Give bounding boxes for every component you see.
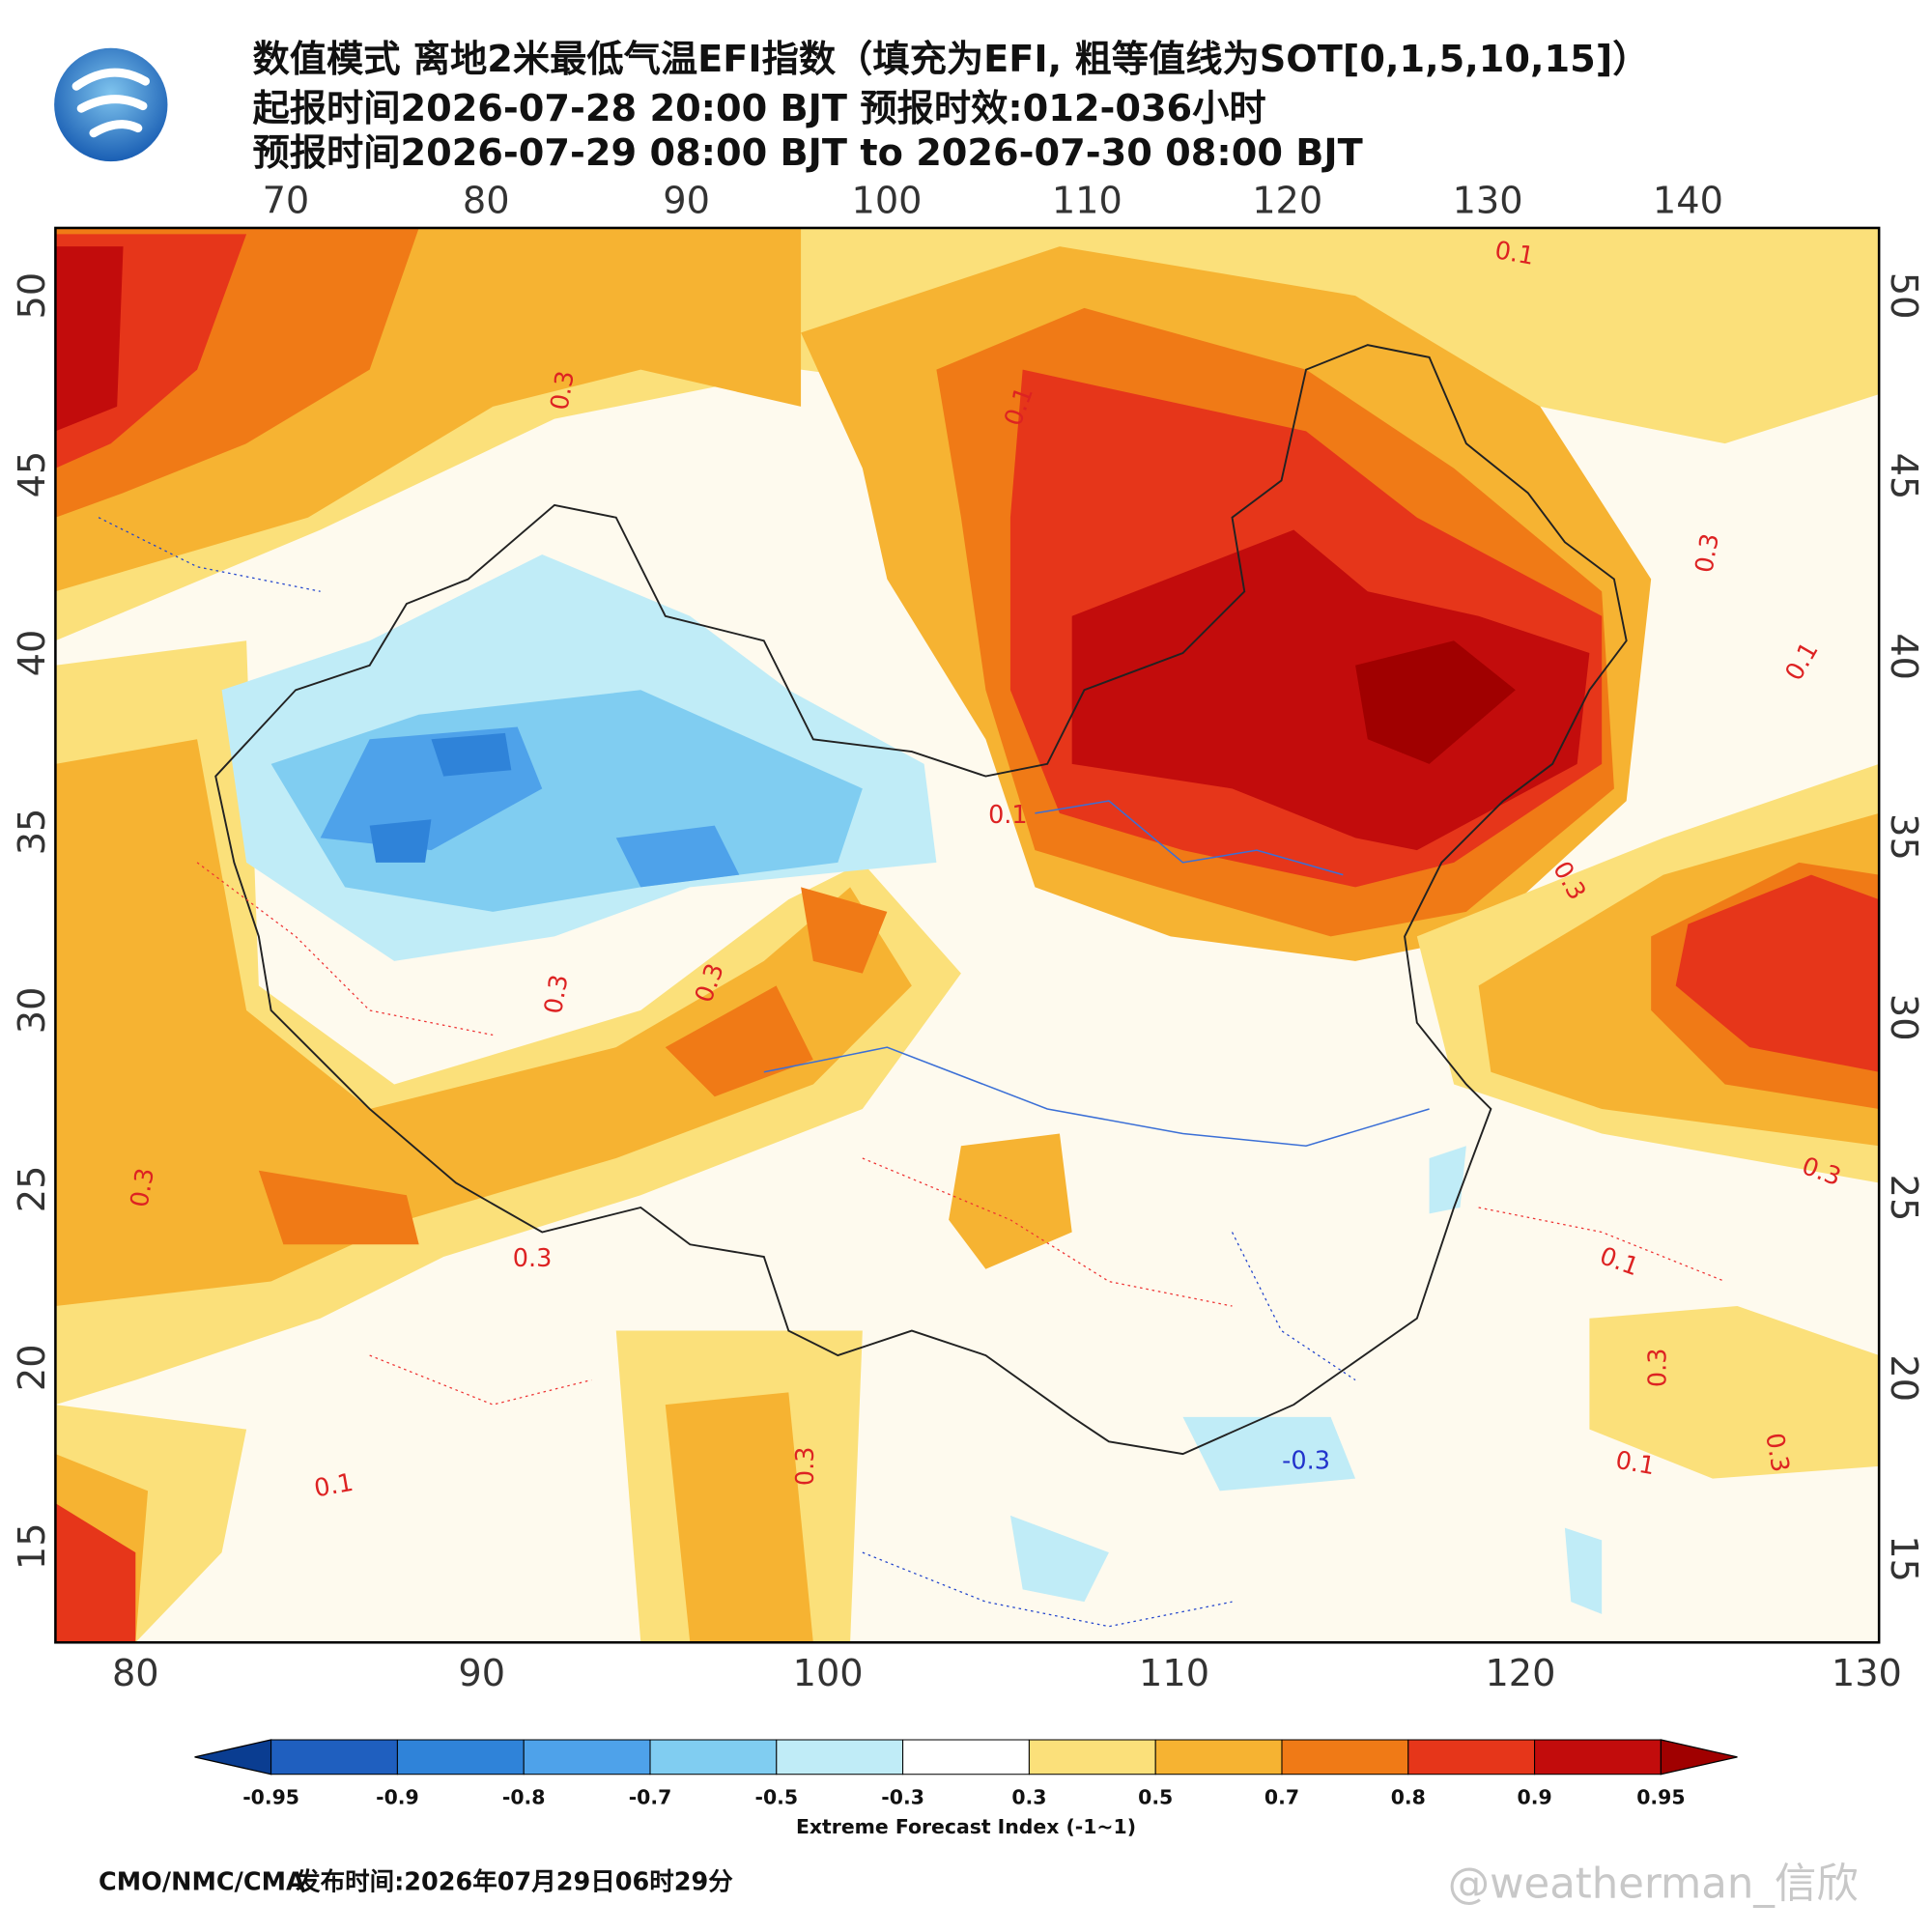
- bottom-lon-label: 80: [112, 1652, 159, 1695]
- right-lat-label: 25: [1882, 1175, 1925, 1222]
- colorbar-segment: [1154, 1739, 1283, 1776]
- colorbar-segment: [1407, 1739, 1536, 1776]
- title-line: 起报时间2026-07-28 20:00 BJT 预报时效:012-036小时: [252, 87, 1265, 130]
- contour-label: 0.3: [545, 369, 581, 412]
- map-field: [55, 227, 1880, 1643]
- logo: [54, 47, 168, 162]
- colorbar-segment: [1028, 1739, 1156, 1776]
- colorbar-tick-label: -0.7: [629, 1785, 672, 1808]
- contour-label: 0.1: [1613, 1446, 1657, 1482]
- watermark: @weatherman_信欣: [1448, 1860, 1859, 1908]
- top-lon-label: 120: [1252, 180, 1322, 223]
- left-lat-label: 35: [11, 809, 54, 856]
- top-lon-label: 140: [1653, 180, 1723, 223]
- colorbar-tick-label: -0.3: [881, 1785, 924, 1808]
- left-lat-label: 45: [11, 451, 54, 498]
- colorbar-segment: [649, 1739, 778, 1776]
- colorbar-segment: [396, 1739, 525, 1776]
- colorbar-tick-label: 0.95: [1636, 1785, 1685, 1808]
- top-lon-label: 90: [663, 180, 710, 223]
- map-frame: [54, 226, 1881, 1644]
- left-lat-label: 25: [11, 1166, 54, 1213]
- bottom-lon-label: 120: [1485, 1652, 1555, 1695]
- colorbar-tick-label: -0.9: [376, 1785, 419, 1808]
- right-lat-label: 15: [1882, 1535, 1925, 1582]
- footer-source: CMO/NMC/CMA: [99, 1868, 305, 1897]
- top-lon-label: 80: [463, 180, 510, 223]
- right-lat-label: 45: [1882, 453, 1925, 500]
- right-lat-label: 40: [1882, 633, 1925, 680]
- contour-label: 0.1: [988, 801, 1028, 830]
- colorbar-segment: [1534, 1739, 1662, 1776]
- title-line: 数值模式 离地2米最低气温EFI指数（填充为EFI, 粗等值线为SOT[0,1,…: [252, 38, 1649, 81]
- contour-label: 0.3: [791, 1447, 820, 1487]
- colorbar-segment: [902, 1739, 1030, 1776]
- top-lon-label: 100: [851, 180, 922, 223]
- colorbar-label: Extreme Forecast Index (-1~1): [796, 1815, 1136, 1838]
- top-lon-label: 70: [263, 180, 310, 223]
- top-lon-label: 130: [1453, 180, 1523, 223]
- bottom-lon-label: 130: [1832, 1652, 1902, 1695]
- contour-label: 0.3: [513, 1244, 553, 1273]
- left-lat-label: 50: [11, 272, 54, 320]
- contour-label: 0.3: [539, 973, 575, 1016]
- colorbar-end: [194, 1739, 272, 1776]
- colorbar-segment: [1281, 1739, 1409, 1776]
- top-lon-label: 110: [1052, 180, 1122, 223]
- colorbar-tick-label: 0.8: [1391, 1785, 1426, 1808]
- left-lat-label: 30: [11, 987, 54, 1035]
- colorbar-end: [1660, 1739, 1738, 1776]
- right-lat-label: 50: [1882, 272, 1925, 320]
- right-lat-label: 30: [1882, 994, 1925, 1041]
- colorbar-tick-label: 0.7: [1264, 1785, 1299, 1808]
- colorbar-tick-label: -0.95: [242, 1785, 299, 1808]
- left-lat-label: 40: [11, 630, 54, 677]
- colorbar-tick-label: -0.8: [502, 1785, 546, 1808]
- colorbar-tick-label: -0.5: [755, 1785, 799, 1808]
- bottom-lon-label: 100: [793, 1652, 864, 1695]
- colorbar-tick-label: 0.9: [1518, 1785, 1552, 1808]
- right-lat-label: 35: [1882, 813, 1925, 861]
- contour-label: 0.3: [1643, 1349, 1672, 1388]
- colorbar-segment: [776, 1739, 904, 1776]
- contour-label: -0.3: [1282, 1446, 1330, 1475]
- footer-issue-time: 发布时间:2026年07月29日06时29分: [295, 1868, 733, 1897]
- bottom-lon-label: 90: [458, 1652, 505, 1695]
- contour-label: 0.3: [1690, 531, 1725, 575]
- contour-label: 0.1: [1492, 236, 1536, 271]
- left-lat-label: 15: [11, 1522, 54, 1570]
- contour-label: 0.3: [125, 1166, 160, 1209]
- bottom-lon-label: 110: [1139, 1652, 1209, 1695]
- contour-label: 0.1: [312, 1468, 355, 1504]
- colorbar-segment: [270, 1739, 398, 1776]
- colorbar-tick-label: 0.5: [1138, 1785, 1173, 1808]
- contour-label: 0.3: [1759, 1431, 1795, 1474]
- right-lat-label: 20: [1882, 1354, 1925, 1402]
- left-lat-label: 20: [11, 1344, 54, 1391]
- colorbar-segment: [523, 1739, 651, 1776]
- title-line: 预报时间2026-07-29 08:00 BJT to 2026-07-30 0…: [252, 131, 1362, 175]
- colorbar-tick-label: 0.3: [1011, 1785, 1046, 1808]
